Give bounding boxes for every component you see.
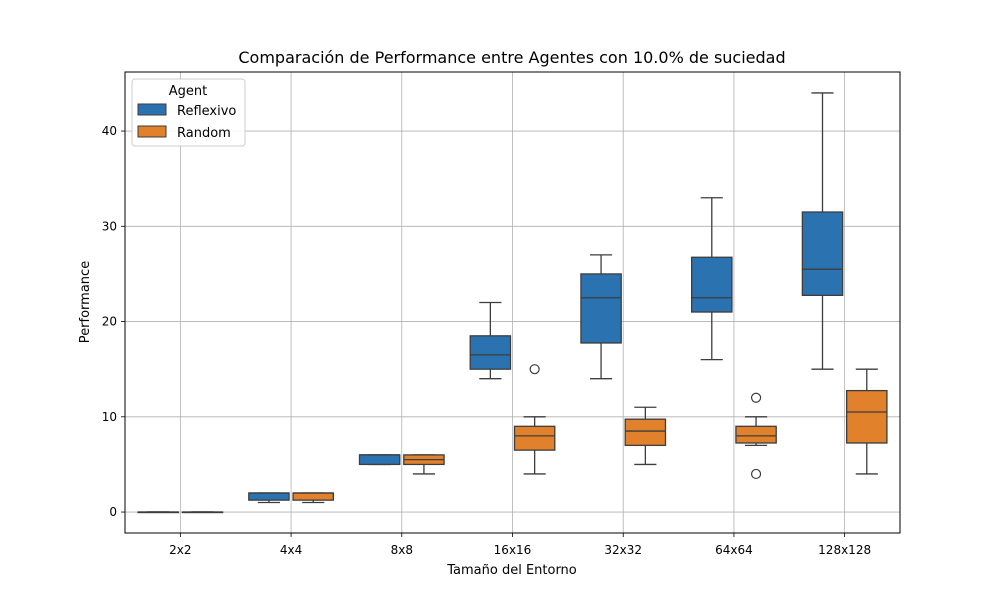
box-iqr [513,425,556,451]
y-tick-label: 10 [102,410,117,424]
box-series [137,92,888,514]
box-iqr [845,389,888,444]
outlier-point [750,468,762,480]
x-tick-label: 16x16 [494,543,532,557]
box-reflexivo-16x16 [469,301,512,380]
box-random-8x8 [403,454,445,475]
y-tick-label: 40 [102,124,117,138]
x-tick-label: 2x2 [169,543,191,557]
box-iqr [735,425,777,444]
legend: Agent Reflexivo Random [131,78,246,147]
outlier-point [529,364,540,375]
box-reflexivo-64x64 [690,197,733,361]
box-iqr [248,492,290,501]
legend-label-reflexivo: Reflexivo [177,104,236,119]
legend-label-random: Random [177,126,231,141]
box-reflexivo-4x4 [248,492,290,504]
box-random-4x4 [292,492,335,504]
box-reflexivo-32x32 [580,254,622,380]
chart-title: Comparación de Performance entre Agentes… [238,48,785,67]
box-random-64x64 [735,392,777,480]
box-iqr [580,273,622,344]
x-tick-label: 128x128 [818,543,871,557]
outlier-point [750,392,762,403]
box-iqr [690,256,733,313]
box-iqr [469,335,512,370]
legend-swatch-reflexivo [137,103,167,116]
y-axis-label: Performance [78,261,93,343]
box-iqr [358,454,401,466]
legend-swatch-random [137,125,167,138]
y-axis: 0 10 20 30 40 [102,124,125,519]
x-axis: 2x2 4x4 8x8 16x16 32x32 64x64 128x128 [169,533,871,557]
y-tick-label: 30 [102,219,117,233]
x-tick-label: 8x8 [391,543,413,557]
box-iqr [292,492,335,501]
box-reflexivo-8x8 [358,454,401,466]
y-tick-label: 0 [109,505,117,519]
legend-title: Agent [169,84,207,99]
box-iqr [801,211,844,297]
box-random-32x32 [624,406,667,466]
box-reflexivo-128x128 [801,92,844,370]
box-random-2x2 [181,511,224,514]
box-reflexivo-2x2 [137,511,180,514]
grid-lines [125,72,900,533]
y-tick-label: 20 [102,315,117,329]
box-random-128x128 [845,368,888,475]
x-tick-label: 4x4 [280,543,302,557]
x-axis-label: Tamaño del Entorno [446,563,577,578]
box-iqr [624,418,667,447]
x-tick-label: 64x64 [715,543,753,557]
x-tick-label: 32x32 [604,543,642,557]
box-random-16x16 [513,364,556,475]
